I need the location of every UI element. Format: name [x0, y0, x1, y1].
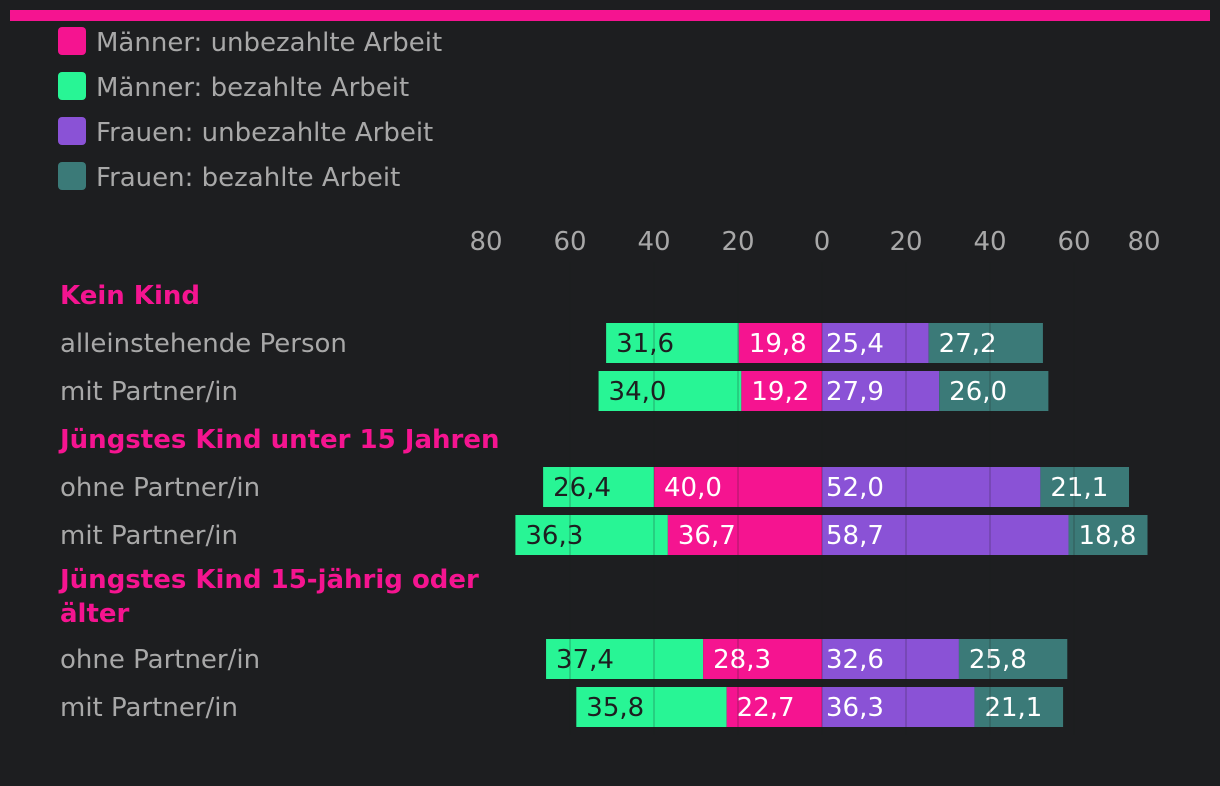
data-label-men-paid: 36,3: [525, 521, 583, 551]
data-label-men-paid: 34,0: [609, 377, 667, 407]
row-label: ohne Partner/in: [60, 645, 260, 675]
data-label-women-paid: 18,8: [1079, 521, 1137, 551]
bar-women-unpaid: [822, 467, 1041, 507]
data-label-men-unpaid: 19,2: [751, 377, 809, 407]
bar-women-unpaid: [822, 371, 940, 411]
legend-swatch-women-unpaid: [58, 117, 86, 145]
data-label-women-paid: 26,0: [949, 377, 1007, 407]
data-label-men-paid: 35,8: [586, 693, 644, 723]
group-label: Jüngstes Kind 15-jährig oder: [58, 565, 479, 595]
bar-men-unpaid: [741, 371, 822, 411]
group-label: älter: [60, 599, 130, 629]
group-label: Jüngstes Kind unter 15 Jahren: [58, 425, 500, 455]
bar-women-paid: [1040, 467, 1130, 507]
bar-women-paid: [958, 639, 1068, 679]
data-label-men-unpaid: 28,3: [713, 645, 771, 675]
data-label-men-unpaid: 36,7: [678, 521, 736, 551]
legend-label-women-paid: Frauen: bezahlte Arbeit: [96, 163, 400, 193]
data-label-women-unpaid: 36,3: [826, 693, 884, 723]
row-label: mit Partner/in: [60, 377, 238, 407]
legend-label-men-paid: Männer: bezahlte Arbeit: [96, 73, 409, 103]
data-label-women-paid: 21,1: [984, 693, 1042, 723]
x-tick-right-20: 20: [889, 227, 922, 257]
legend-swatch-men-paid: [58, 72, 86, 100]
bar-men-unpaid: [667, 515, 822, 555]
bar-women-unpaid: [822, 639, 959, 679]
row-label: mit Partner/in: [60, 693, 238, 723]
data-label-women-paid: 21,1: [1050, 473, 1108, 503]
x-tick-left-20: 20: [721, 227, 754, 257]
bar-women-unpaid: [822, 687, 975, 727]
bar-men-paid: [543, 467, 654, 507]
bar-women-paid: [939, 371, 1049, 411]
bar-men-paid: [515, 515, 668, 555]
bar-men-paid: [576, 687, 727, 727]
bar-women-paid: [974, 687, 1064, 727]
data-label-women-unpaid: 32,6: [826, 645, 884, 675]
bar-men-unpaid: [654, 467, 822, 507]
data-label-men-unpaid: 22,7: [737, 693, 795, 723]
data-label-men-paid: 37,4: [556, 645, 614, 675]
data-label-men-paid: 31,6: [616, 329, 674, 359]
bar-men-paid: [546, 639, 704, 679]
group-label: Kein Kind: [60, 281, 200, 311]
row-label: mit Partner/in: [60, 521, 238, 551]
bar-men-unpaid: [703, 639, 822, 679]
data-label-men-unpaid: 19,8: [749, 329, 807, 359]
bar-men-unpaid: [738, 323, 822, 363]
data-label-men-unpaid: 40,0: [664, 473, 722, 503]
bar-women-paid: [928, 323, 1043, 363]
x-tick-left-40: 40: [637, 227, 670, 257]
bar-men-unpaid: [726, 687, 822, 727]
bar-men-paid: [606, 323, 739, 363]
data-label-women-paid: 25,8: [969, 645, 1027, 675]
legend-label-men-unpaid: Männer: unbezahlte Arbeit: [96, 28, 442, 58]
x-tick-right-40: 40: [973, 227, 1006, 257]
x-tick-left-80: 80: [469, 227, 502, 257]
top-accent-bar: [10, 10, 1210, 21]
data-label-women-paid: 27,2: [939, 329, 997, 359]
data-label-women-unpaid: 25,4: [826, 329, 884, 359]
x-tick-right-60: 60: [1057, 227, 1090, 257]
bar-women-unpaid: [822, 323, 929, 363]
x-tick-left-60: 60: [553, 227, 586, 257]
x-tick-right-80: 80: [1127, 227, 1160, 257]
data-label-men-paid: 26,4: [553, 473, 611, 503]
data-label-women-unpaid: 52,0: [826, 473, 884, 503]
legend-label-women-unpaid: Frauen: unbezahlte Arbeit: [96, 118, 433, 148]
bar-men-paid: [598, 371, 742, 411]
bar-women-paid: [1068, 515, 1148, 555]
x-tick-zero: 0: [814, 227, 831, 257]
legend-swatch-women-paid: [58, 162, 86, 190]
row-label: alleinstehende Person: [60, 329, 347, 359]
row-label: ohne Partner/in: [60, 473, 260, 503]
data-label-women-unpaid: 58,7: [826, 521, 884, 551]
legend-swatch-men-unpaid: [58, 27, 86, 55]
bar-women-unpaid: [822, 515, 1069, 555]
data-label-women-unpaid: 27,9: [826, 377, 884, 407]
